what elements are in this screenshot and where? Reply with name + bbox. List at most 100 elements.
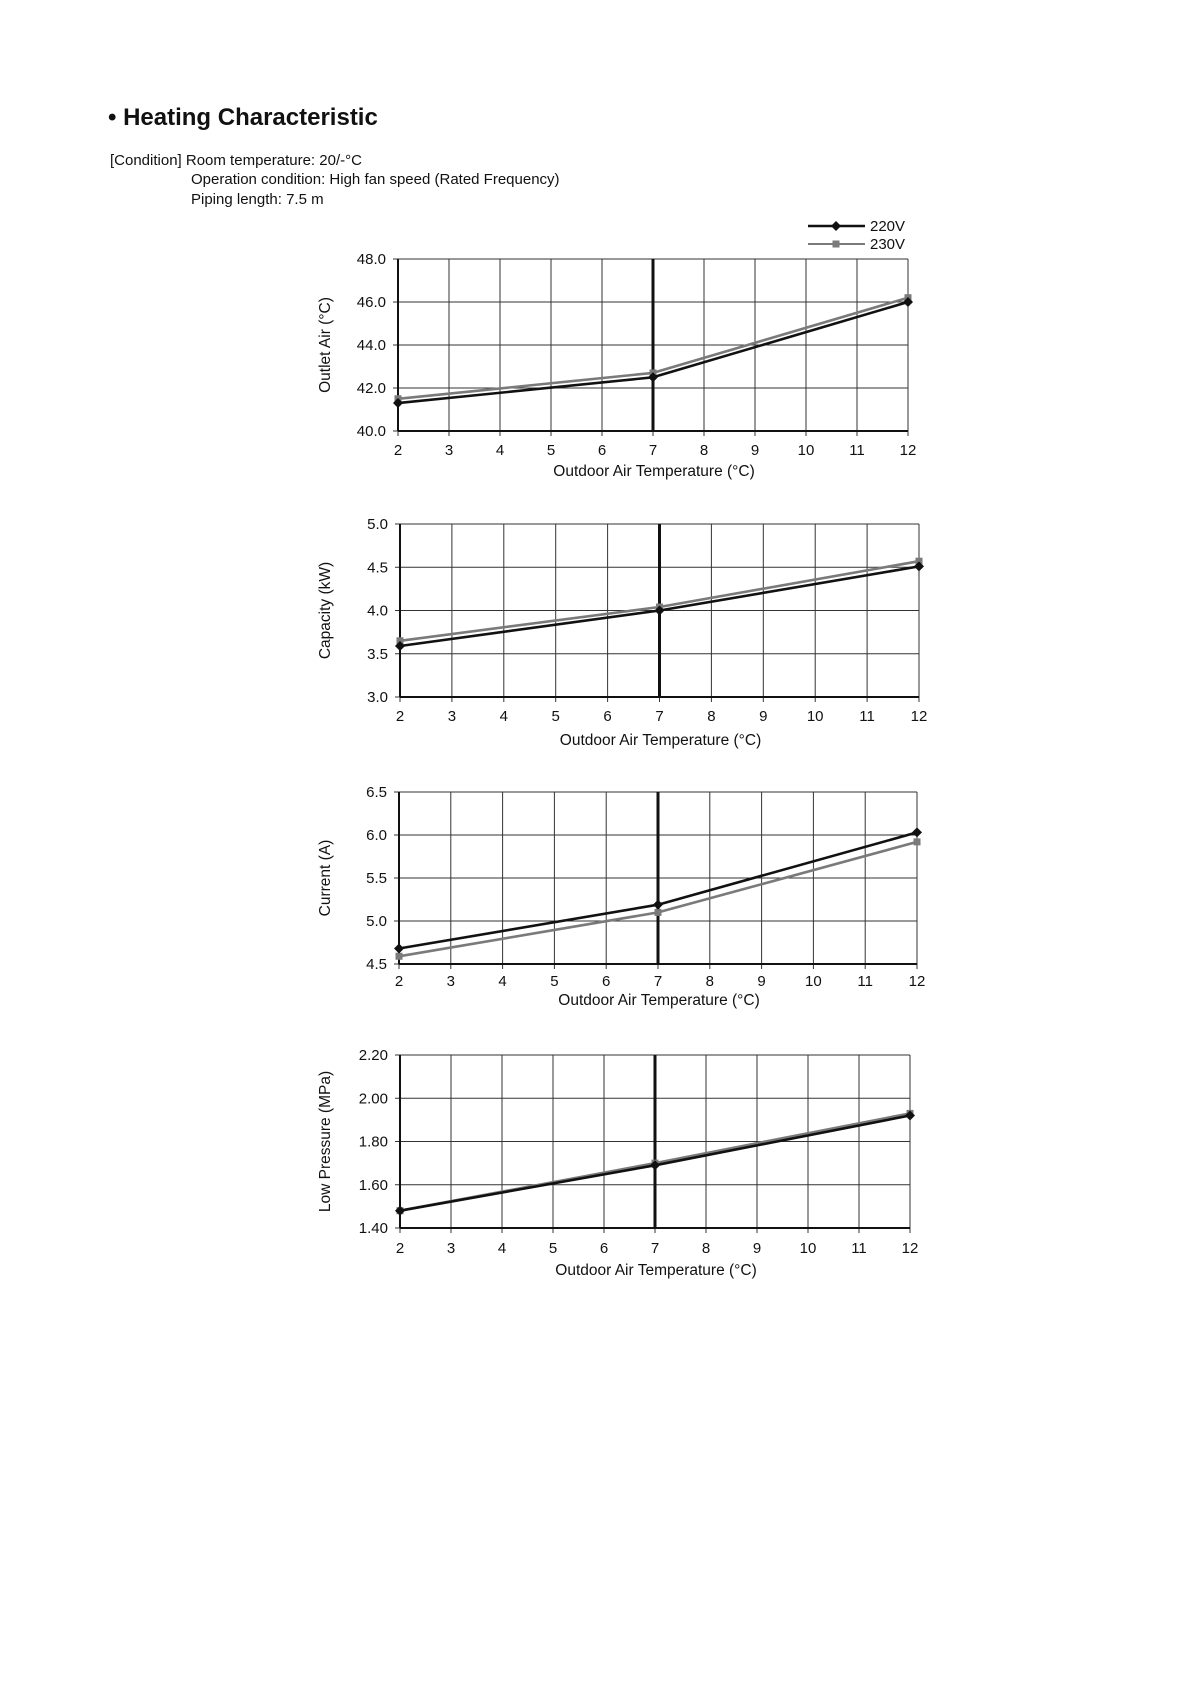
- y-tick-label: 48.0: [357, 251, 386, 268]
- x-tick-label: 10: [800, 1240, 817, 1257]
- point-220V: [648, 372, 658, 383]
- x-axis-title: Outdoor Air Temperature (°C): [560, 732, 761, 749]
- x-tick-label: 6: [598, 442, 606, 459]
- x-tick-label: 10: [798, 442, 815, 459]
- y-tick-label: 6.5: [366, 784, 387, 801]
- y-tick-label: 5.0: [366, 913, 387, 930]
- y-axis-title: Outlet Air (°C): [317, 297, 334, 393]
- x-tick-label: 4: [496, 442, 504, 459]
- x-tick-label: 2: [395, 973, 403, 990]
- x-tick-label: 4: [498, 1240, 506, 1257]
- x-tick-label: 8: [702, 1240, 710, 1257]
- point-220V: [903, 297, 913, 307]
- x-tick-label: 8: [700, 442, 708, 459]
- point-220V: [650, 1160, 660, 1171]
- x-tick-label: 12: [909, 973, 926, 990]
- y-tick-label: 6.0: [366, 827, 387, 844]
- y-tick-label: 4.5: [366, 956, 387, 973]
- point-220V: [905, 1110, 915, 1121]
- x-tick-label: 3: [447, 973, 455, 990]
- y-tick-label: 1.80: [359, 1134, 388, 1151]
- x-tick-label: 4: [500, 708, 508, 725]
- x-tick-label: 8: [706, 973, 714, 990]
- x-tick-label: 6: [602, 973, 610, 990]
- x-tick-label: 4: [498, 973, 506, 990]
- y-tick-label: 44.0: [357, 337, 386, 354]
- chart-4: 2 3 4 5 6 7 8 9 10 11 12 2.20 2.00 1.80 1.60 1.40 Outdoo…: [317, 1047, 918, 1279]
- x-tick-label: 9: [757, 973, 765, 990]
- y-tick-label: 4.0: [367, 603, 388, 620]
- y-axis-title: Capacity (kW): [317, 562, 334, 659]
- x-tick-label: 2: [396, 708, 404, 725]
- x-tick-label: 5: [549, 1240, 557, 1257]
- x-tick-label: 2: [396, 1240, 404, 1257]
- y-axis-title: Low Pressure (MPa): [317, 1071, 334, 1212]
- y-tick-label: 46.0: [357, 294, 386, 311]
- legend-label: 220V: [870, 218, 905, 235]
- x-tick-label: 7: [651, 1240, 659, 1257]
- x-tick-label: 9: [753, 1240, 761, 1257]
- x-tick-label: 7: [655, 708, 663, 725]
- y-tick-label: 2.20: [359, 1047, 388, 1064]
- x-tick-label: 7: [654, 973, 662, 990]
- point-230V: [396, 637, 404, 645]
- x-axis-title: Outdoor Air Temperature (°C): [555, 1262, 756, 1279]
- point-220V: [653, 899, 663, 910]
- y-tick-label: 42.0: [357, 380, 386, 397]
- y-tick-label: 5.5: [366, 870, 387, 887]
- condition-room-temperature: [Condition] Room temperature: 20/-°C: [110, 152, 362, 169]
- point-220V: [914, 561, 924, 572]
- y-tick-label: 1.60: [359, 1177, 388, 1194]
- y-tick-label: 3.0: [367, 689, 388, 706]
- point-220V: [395, 640, 405, 651]
- point-220V: [654, 605, 665, 616]
- point-220V: [912, 827, 922, 838]
- x-tick-label: 3: [448, 708, 456, 725]
- x-tick-label: 3: [447, 1240, 455, 1257]
- chart-2: 2 3 4 5 6 7 8 9 10 11 12 5.0 4.5 4.0 3.5 3.0 Outdoor Air…: [317, 516, 927, 749]
- y-tick-label: 40.0: [357, 423, 386, 440]
- legend-marker-230V: [832, 240, 840, 248]
- x-tick-label: 9: [751, 442, 759, 459]
- x-tick-label: 11: [859, 708, 875, 725]
- y-tick-label: 3.5: [367, 646, 388, 663]
- page-heading: • Heating Characteristic: [108, 104, 378, 131]
- y-axis-title: Current (A): [317, 840, 334, 917]
- x-tick-label: 5: [547, 442, 555, 459]
- x-tick-label: 5: [550, 973, 558, 990]
- x-axis-title: Outdoor Air Temperature (°C): [558, 992, 759, 1009]
- x-tick-label: 9: [759, 708, 767, 725]
- y-tick-label: 1.40: [359, 1220, 388, 1237]
- condition-operation: Operation condition: High fan speed (Rat…: [191, 171, 560, 188]
- x-tick-label: 11: [851, 1240, 867, 1257]
- condition-piping-length: Piping length: 7.5 m: [191, 191, 324, 208]
- point-230V: [913, 838, 921, 846]
- point-230V: [395, 952, 403, 960]
- x-tick-label: 11: [857, 973, 873, 990]
- chart-3: 2 3 4 5 6 7 8 9 10 11 12 6.5 6.0 5.5 5.0 4.5 Outdoor Air…: [317, 784, 925, 1009]
- x-tick-label: 5: [552, 708, 560, 725]
- point-220V: [393, 398, 403, 409]
- x-tick-label: 6: [600, 1240, 608, 1257]
- y-tick-label: 5.0: [367, 516, 388, 533]
- point-230V: [915, 557, 923, 565]
- x-tick-label: 10: [807, 708, 824, 725]
- x-tick-label: 6: [603, 708, 611, 725]
- x-tick-label: 7: [649, 442, 657, 459]
- point-220V: [395, 1205, 405, 1216]
- x-tick-label: 8: [707, 708, 715, 725]
- chart-1: 2 3 4 5 6 7 8 9 10 11 12 48.0 46.0 44.0 42.0 40.0 Outdoo…: [317, 251, 916, 480]
- x-tick-label: 3: [445, 442, 453, 459]
- x-tick-label: 12: [911, 708, 928, 725]
- x-tick-label: 11: [849, 442, 865, 459]
- point-220V: [394, 943, 404, 954]
- x-tick-label: 12: [900, 442, 917, 459]
- y-tick-label: 2.00: [359, 1090, 388, 1107]
- x-axis-title: Outdoor Air Temperature (°C): [553, 463, 754, 480]
- x-tick-label: 12: [902, 1240, 919, 1257]
- legend-label: 230V: [870, 236, 905, 253]
- x-tick-label: 2: [394, 442, 402, 459]
- point-230V: [654, 908, 662, 916]
